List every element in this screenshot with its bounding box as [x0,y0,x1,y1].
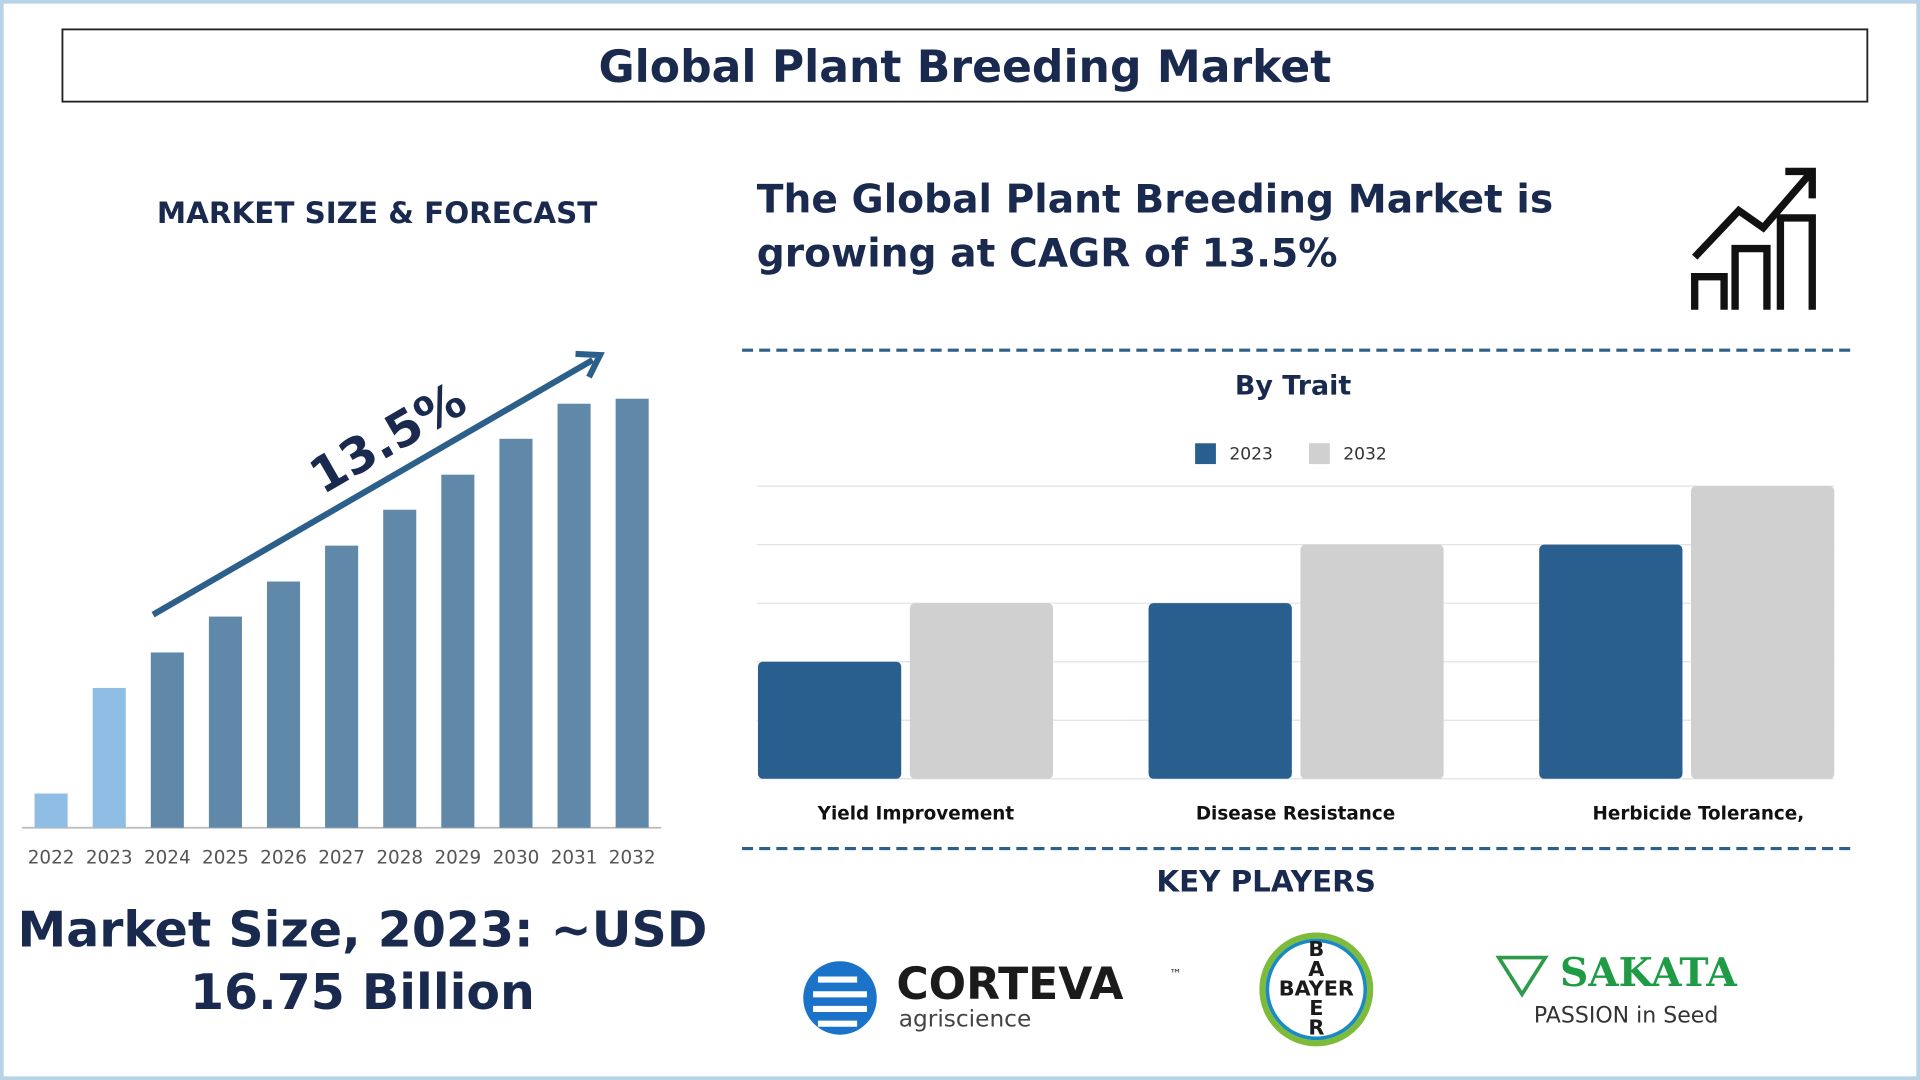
sakata-tagline: PASSION in Seed [1534,1003,1718,1028]
bayer-letter: R [1308,1016,1324,1040]
title-box [61,28,1869,103]
x-tick-label: 2032 [609,847,656,868]
bar [499,438,533,828]
x-tick-label: 2031 [551,847,598,868]
x-tick-label: Herbicide Tolerance, [1593,803,1805,824]
left-heading: MARKET SIZE & FORECAST [157,196,597,230]
bayer-name: BAYER [1279,976,1354,1000]
chart-title: By Trait [1235,370,1352,401]
bar [1148,603,1292,779]
x-tick-label: 2030 [493,847,540,868]
bayer-ring [1265,938,1368,1041]
legend-swatch [1195,443,1216,465]
bar [1300,544,1444,779]
corteva-logo: CORTEVA ™ agriscience [803,959,1182,1035]
bar [615,398,649,828]
bayer-letter: E [1309,996,1323,1020]
corteva-tm: ™ [1169,967,1181,981]
headline: growing at CAGR of 13.5% [757,231,1338,276]
bar [909,603,1054,779]
sakata-name: SAKATA [1560,950,1737,996]
bayer-letter: B [1308,937,1324,961]
x-tick-label: 2022 [28,847,75,868]
corteva-name: CORTEVA [896,959,1123,1010]
x-tick-label: 2023 [86,847,133,868]
growth-icon [1691,167,1816,310]
headline: The Global Plant Breeding Market is [757,178,1553,223]
x-tick-label: Yield Improvement [817,803,1015,824]
x-tick-label: 2027 [318,847,365,868]
x-tick-label: 2026 [260,847,307,868]
bar [1539,544,1683,779]
key-players-heading: KEY PLAYERS [1156,864,1376,898]
trend-arrow-head [575,350,605,379]
page-title: Global Plant Breeding Market [599,42,1332,93]
x-tick-label: 2029 [434,847,481,868]
bar [557,403,591,828]
legend-label: 2032 [1343,444,1387,464]
bar [266,581,301,828]
corteva-icon-lines [813,976,867,1027]
x-tick-label: 2024 [144,847,191,868]
bayer-ring [1259,932,1374,1047]
bar [441,474,475,828]
bar [150,652,184,828]
bar [383,509,417,828]
bar [34,793,68,828]
bar [1691,486,1835,779]
bayer-letter: A [1308,957,1324,981]
bar [325,545,359,828]
sakata-icon [1495,955,1549,998]
market-size: Market Size, 2023: ~USD [18,902,708,959]
bar [208,616,242,828]
bar [92,687,126,828]
x-tick-label: 2025 [202,847,249,868]
legend-swatch [1308,443,1330,465]
corteva-sub: agriscience [899,1006,1032,1033]
bar [757,661,902,779]
trend-arrow [151,357,595,618]
legend-label: 2023 [1229,444,1273,464]
x-tick-label: Disease Resistance [1196,803,1395,824]
sakata-logo: SAKATA PASSION in Seed [1495,950,1737,1028]
market-size: 16.75 Billion [190,964,535,1021]
x-tick-label: 2028 [376,847,423,868]
